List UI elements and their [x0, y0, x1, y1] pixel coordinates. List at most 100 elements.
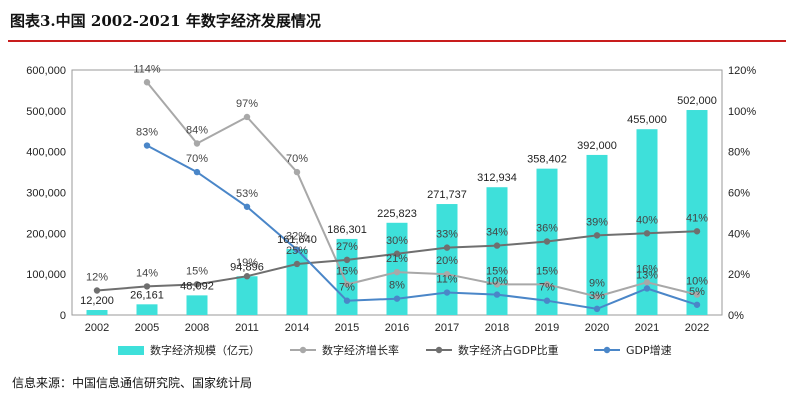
chart: 0 100,000 200,000 300,000 400,000 500,000 600,… [26, 63, 756, 357]
line-point [293, 260, 301, 268]
y2-tick-label: 60% [728, 188, 750, 200]
bar [136, 304, 158, 315]
line-value-label: 40% [636, 214, 658, 226]
bar-value-label: 358,402 [527, 154, 567, 166]
line-point [643, 230, 651, 237]
line-value-label: 97% [236, 98, 258, 110]
line-point [393, 268, 401, 276]
bar-value-label: 455,000 [627, 114, 667, 126]
line-point [343, 256, 351, 264]
y-tick-label: 0 [60, 310, 66, 322]
line-value-label: 30% [386, 235, 408, 247]
line-point [593, 232, 601, 239]
line-value-label: 21% [386, 253, 408, 265]
line-value-label: 7% [539, 282, 555, 294]
bar-value-label: 161,640 [277, 234, 317, 246]
line-value-label: 9% [589, 278, 605, 290]
legend-label: 数字经济增长率 [322, 343, 399, 357]
line-point [193, 140, 201, 147]
y-tick-label: 100,000 [26, 269, 66, 281]
line-value-label: 70% [286, 153, 308, 165]
line-value-label: 36% [536, 223, 558, 235]
legend-label: GDP增速 [626, 343, 672, 357]
bar-value-label: 26,161 [130, 289, 164, 301]
line-series [93, 79, 701, 313]
line-value-label: 53% [236, 188, 258, 200]
y-tick-label: 500,000 [26, 106, 66, 118]
line-point [393, 250, 401, 257]
y2-tick-label: 20% [728, 269, 750, 281]
line-value-label: 41% [686, 212, 708, 224]
line-point [143, 283, 151, 290]
line-point [693, 291, 701, 298]
line-value-label: 34% [486, 227, 508, 239]
line-value-label: 33% [436, 229, 458, 241]
line-value-label: 83% [136, 127, 158, 139]
line-value-label: 70% [186, 153, 208, 165]
line-value-label: 15% [186, 265, 208, 277]
bar [186, 295, 208, 315]
line-value-label: 15% [486, 265, 508, 277]
x-tick-label: 2021 [635, 322, 659, 334]
series-line [146, 144, 698, 310]
line-point [543, 281, 551, 288]
axes: 0 100,000 200,000 300,000 400,000 500,000 600,… [26, 65, 756, 334]
x-tick-label: 2016 [385, 322, 409, 334]
line-value-label: 27% [336, 241, 358, 253]
bar-value-label: 312,934 [477, 172, 517, 184]
bar-value-label: 225,823 [377, 208, 417, 220]
x-tick-label: 2011 [235, 322, 259, 334]
line-value-label: 15% [536, 265, 558, 277]
bar [636, 129, 658, 315]
y2-tick-label: 80% [728, 147, 750, 159]
x-tick-label: 2002 [85, 322, 109, 334]
line-point [493, 281, 501, 288]
line-point [643, 279, 651, 286]
line-point [543, 297, 551, 304]
line-point [593, 293, 601, 300]
line-point [143, 79, 151, 86]
line-point [193, 281, 201, 288]
line-point [193, 168, 201, 176]
x-tick-label: 2020 [585, 322, 609, 334]
y-tick-label: 300,000 [26, 188, 66, 200]
legend-label: 数字经济规模（亿元） [150, 343, 260, 357]
line-value-label: 84% [186, 125, 208, 137]
line-point [243, 113, 251, 121]
line-value-label: 10% [686, 276, 708, 288]
line-point [493, 291, 501, 298]
legend: 数字经济规模（亿元） 数字经济增长率 数字经济占GDP比重 GDP增速 [118, 343, 672, 357]
x-tick-label: 2018 [485, 322, 509, 334]
line-point [643, 285, 651, 292]
line-value-label: 16% [636, 263, 658, 275]
x-tick-label: 2019 [535, 322, 559, 334]
line-value-label: 20% [436, 255, 458, 267]
bar-value-label: 94,896 [230, 261, 264, 273]
bar-value-label: 186,301 [327, 224, 367, 236]
line-value-label: 10% [486, 276, 508, 288]
line-value-label: 14% [136, 267, 158, 279]
x-tick-label: 2014 [285, 322, 309, 334]
line-value-label: 19% [236, 257, 258, 269]
line-value-label: 8% [389, 280, 405, 292]
y2-tick-label: 0% [728, 310, 744, 322]
line-value-label: 13% [636, 269, 658, 281]
line-point [343, 297, 351, 304]
line-point [293, 246, 301, 253]
line-value-label: 39% [586, 216, 608, 228]
line-value-label: 11% [436, 274, 457, 286]
data-labels: 12,200 26,161 48,092 94,896 161,640 186,301 22… [80, 63, 717, 307]
line-point [393, 295, 401, 302]
line-value-label: 25% [286, 245, 308, 257]
line-value-label: 15% [336, 265, 358, 277]
line-value-label: 32% [286, 231, 308, 243]
line-value-label: 7% [339, 282, 355, 294]
chart-title: 图表3.中国 2002-2021 年数字经济发展情况 [10, 12, 321, 30]
bar [386, 222, 408, 315]
y2-tick-label: 100% [728, 106, 756, 118]
bar [236, 276, 258, 315]
x-tick-label: 2017 [435, 322, 459, 334]
line-point [93, 287, 101, 294]
y2-tick-label: 40% [728, 228, 750, 240]
line-point [443, 270, 451, 278]
